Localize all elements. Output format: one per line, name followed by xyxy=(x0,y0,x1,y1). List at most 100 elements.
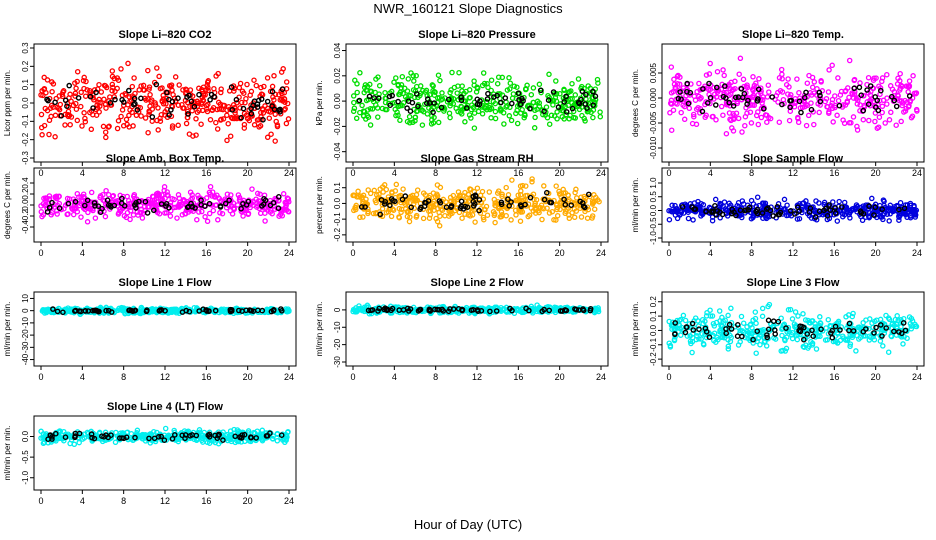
data-point xyxy=(388,213,395,220)
data-point xyxy=(499,92,506,98)
data-point xyxy=(42,195,49,201)
data-point xyxy=(725,312,731,319)
data-point xyxy=(573,195,580,201)
data-point xyxy=(668,322,675,329)
x-tick-label: 4 xyxy=(392,372,397,382)
data-point xyxy=(548,112,555,119)
data-point xyxy=(481,80,488,87)
data-point-reference xyxy=(706,334,713,341)
data-point-reference xyxy=(759,210,766,216)
data-point xyxy=(97,100,103,106)
data-point-reference xyxy=(90,105,96,111)
data-point-reference xyxy=(541,306,547,313)
data-point-reference xyxy=(832,205,838,211)
data-point-reference xyxy=(44,209,51,215)
data-point xyxy=(834,112,840,119)
data-point xyxy=(553,217,559,223)
data-point xyxy=(265,108,272,114)
data-point xyxy=(411,200,417,207)
data-point xyxy=(359,102,365,109)
data-point xyxy=(170,91,176,98)
data-point xyxy=(258,91,265,97)
data-point-reference xyxy=(470,203,477,209)
data-point xyxy=(497,105,504,112)
y-tick-label: 0.0 xyxy=(333,197,342,209)
data-point xyxy=(46,131,52,138)
data-point xyxy=(224,107,230,114)
data-point-reference xyxy=(211,93,217,100)
data-point-reference xyxy=(867,83,874,89)
y-axis-label: Licor ppm per min. xyxy=(3,70,12,136)
data-point xyxy=(569,95,575,102)
data-point xyxy=(393,75,399,81)
data-point xyxy=(236,194,243,201)
data-point-reference xyxy=(150,207,157,214)
data-point-reference xyxy=(576,307,582,313)
x-tick-label: 8 xyxy=(121,372,126,382)
data-point xyxy=(899,83,905,90)
data-point xyxy=(544,114,551,121)
data-point xyxy=(249,186,255,192)
data-point-reference xyxy=(49,199,55,206)
data-point-reference xyxy=(555,104,562,110)
data-point xyxy=(391,79,397,85)
data-point xyxy=(395,81,402,88)
data-point-reference xyxy=(368,307,374,314)
data-point xyxy=(700,320,706,327)
data-point xyxy=(486,189,493,195)
data-point xyxy=(780,206,787,213)
data-point xyxy=(46,117,53,124)
data-point xyxy=(119,306,125,313)
x-tick-label: 0 xyxy=(350,168,355,178)
data-point xyxy=(271,97,277,103)
data-point xyxy=(694,333,700,339)
data-point xyxy=(87,109,93,116)
data-point xyxy=(717,327,723,334)
data-point xyxy=(354,307,360,314)
data-point-reference xyxy=(267,202,274,209)
data-point xyxy=(81,74,87,81)
data-point xyxy=(781,196,788,203)
data-point xyxy=(517,192,524,198)
data-point xyxy=(505,192,512,198)
data-point xyxy=(840,213,846,220)
data-point xyxy=(436,95,443,101)
data-point-reference xyxy=(222,200,229,207)
data-point xyxy=(439,90,445,96)
data-point xyxy=(259,437,266,444)
data-point xyxy=(367,105,374,112)
data-point-reference xyxy=(518,203,525,210)
data-point-reference xyxy=(891,97,898,104)
data-point xyxy=(717,203,723,209)
data-point xyxy=(857,102,863,108)
data-point-reference xyxy=(872,204,879,211)
data-point xyxy=(429,82,436,88)
data-point xyxy=(575,76,582,82)
data-point xyxy=(376,82,383,89)
data-point-reference xyxy=(750,336,756,343)
data-point-reference xyxy=(144,210,151,216)
data-point xyxy=(666,340,672,346)
data-point xyxy=(103,134,109,141)
data-point xyxy=(149,118,155,124)
data-point-reference xyxy=(745,206,752,213)
data-point xyxy=(88,429,94,435)
data-point xyxy=(155,127,161,133)
data-point-reference xyxy=(238,114,244,121)
data-point xyxy=(78,89,84,96)
data-point xyxy=(534,306,541,312)
data-point-reference xyxy=(463,105,470,111)
data-point xyxy=(169,123,176,129)
data-point xyxy=(68,114,75,120)
data-point xyxy=(93,112,100,118)
data-point xyxy=(405,95,411,102)
data-point xyxy=(492,115,499,122)
data-point xyxy=(905,104,912,110)
data-point-reference xyxy=(829,334,836,341)
data-point-reference xyxy=(677,89,683,95)
data-point-reference xyxy=(799,323,805,330)
data-point xyxy=(784,202,790,208)
data-point xyxy=(407,92,414,99)
